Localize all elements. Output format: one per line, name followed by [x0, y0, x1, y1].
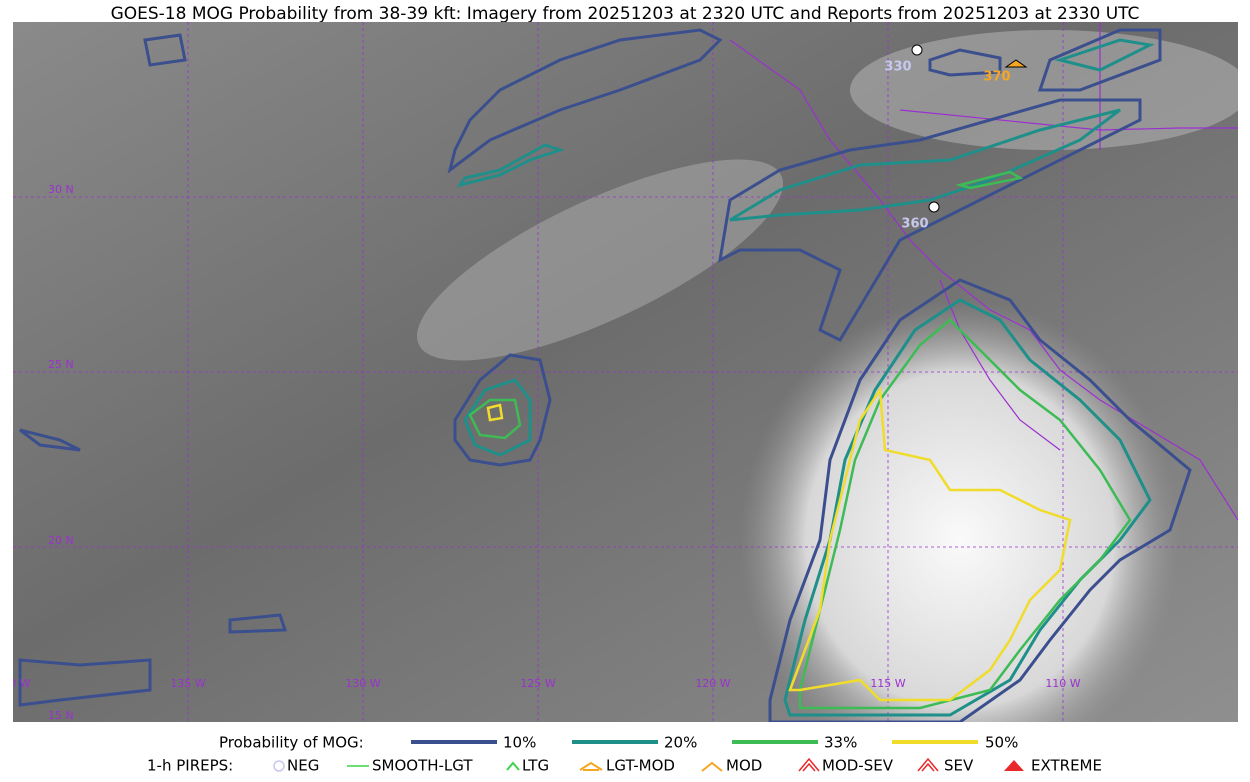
lon-label: 125 W	[520, 677, 555, 690]
legend-title: Probability of MOG:	[219, 734, 364, 752]
contour-20	[456, 143, 565, 188]
contour-20	[463, 378, 532, 457]
cloud-band	[416, 159, 784, 361]
legend-label: SMOOTH-LGT	[372, 757, 473, 775]
contours	[18, 28, 1192, 722]
legend-label: LGT-MOD	[606, 757, 675, 775]
lat-label: 20 N	[48, 534, 74, 547]
contour-33	[798, 318, 1132, 710]
grid-labels: 30 N 25 N 20 N 15 N 140 W 135 W 130 W 12…	[0, 183, 1081, 722]
title: GOES-18 MOG Probability from 38-39 kft: …	[111, 4, 1140, 24]
legend-label: SEV	[944, 757, 974, 775]
contour-20	[1054, 38, 1155, 72]
legend-title: 1-h PIREPS:	[147, 757, 233, 775]
legend-icon	[579, 761, 603, 771]
reports: 330 370 360	[884, 44, 1028, 232]
lon-label: 120 W	[695, 677, 730, 690]
legend-label: LTG	[522, 757, 549, 775]
legend-label: 20%	[664, 734, 697, 752]
lon-label: 130 W	[345, 677, 380, 690]
contour-20	[729, 108, 1121, 222]
report-label: 360	[901, 217, 928, 232]
report-label: 370	[983, 70, 1010, 85]
legend-icon	[273, 760, 285, 772]
neg-report-icon	[911, 44, 923, 56]
lon-label: 140 W	[0, 677, 31, 690]
legend-icon	[798, 757, 820, 772]
contour-50	[486, 403, 504, 422]
lon-label: 115 W	[870, 677, 905, 690]
lat-label: 15 N	[48, 709, 74, 722]
legend-label: NEG	[287, 757, 319, 775]
coastline	[939, 279, 1061, 451]
legend-label: EXTREME	[1031, 757, 1102, 775]
lat-label: 30 N	[48, 183, 74, 196]
map: 330 370 360 30 N 25 N 20 N 15 N 140 W 13…	[0, 22, 1238, 722]
lgt-mod-report-icon	[1004, 59, 1028, 68]
lat-label: 25 N	[48, 358, 74, 371]
contour-10	[453, 353, 552, 467]
legend-label: MOD-SEV	[822, 757, 894, 775]
coastline	[729, 39, 1238, 521]
legend-icon	[917, 757, 939, 772]
report-label: 330	[884, 60, 911, 75]
contour-50	[788, 386, 1072, 702]
contour-20	[783, 298, 1152, 717]
lon-label: 110 W	[1045, 677, 1080, 690]
contour-10	[447, 28, 723, 174]
legend-icon	[506, 761, 520, 771]
legend-icon	[1004, 760, 1024, 771]
contour-10	[768, 278, 1192, 722]
contour-33	[955, 170, 1024, 190]
grid	[13, 22, 1238, 722]
legend-label: 50%	[985, 734, 1018, 752]
border	[899, 22, 1238, 150]
lon-label: 135 W	[170, 677, 205, 690]
legend-label: 33%	[824, 734, 857, 752]
legend: Probability of MOG: 10% 20% 33% 50% 1-h …	[147, 734, 1102, 775]
contour-10	[718, 98, 1142, 342]
contour-10	[18, 33, 288, 707]
legend-icon	[701, 761, 723, 772]
neg-report-icon	[928, 201, 940, 213]
contour-33	[468, 398, 522, 440]
contour-10	[928, 28, 1162, 92]
legend-label: 10%	[503, 734, 536, 752]
legend-label: MOD	[726, 757, 762, 775]
